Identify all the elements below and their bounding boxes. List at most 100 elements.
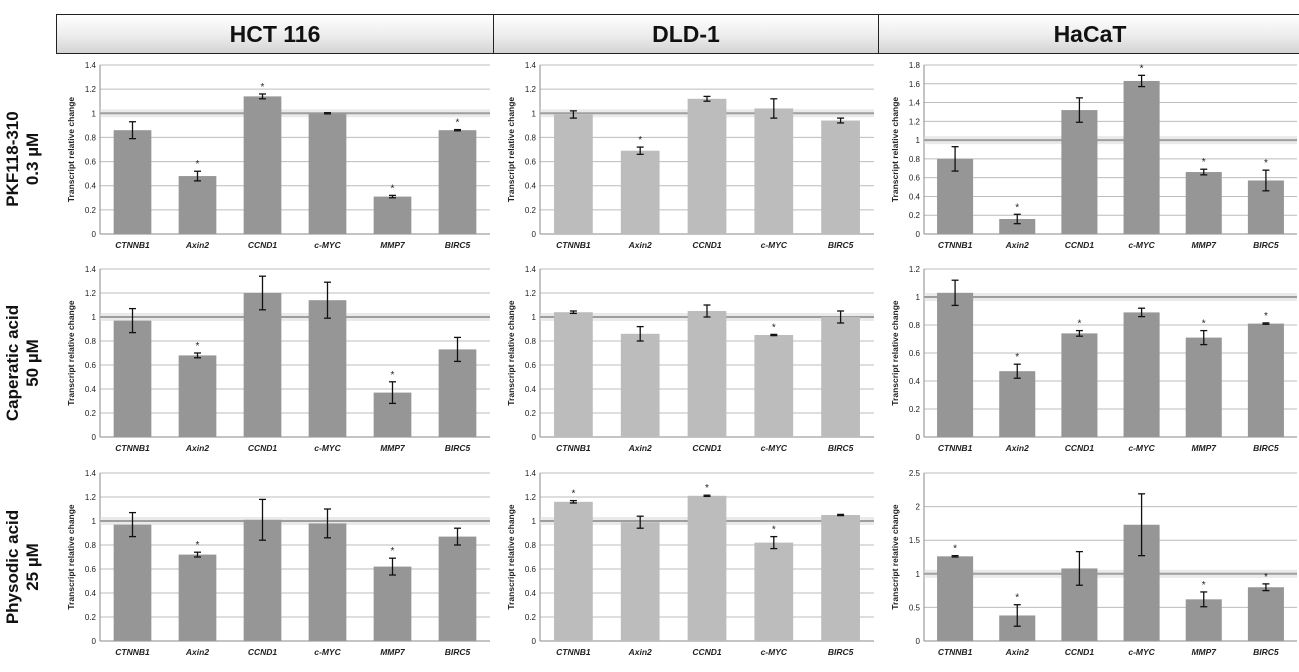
y-tick-label: 0.6 [85,565,97,574]
y-tick-label: 1.2 [525,289,537,298]
x-tick-label: CCND1 [692,647,722,657]
significance-marker: * [1264,158,1268,169]
bar-CCND1 [1061,333,1098,437]
x-tick-label: Axin2 [185,647,209,657]
y-tick-label: 0.6 [525,565,537,574]
chart-panel-5: Transcript relative change 0 0.2 0.4 0.6 0.8 1… [890,265,1297,453]
bar-BIRC5 [438,130,477,234]
y-tick-label: 0.4 [909,377,921,386]
x-tick-label: BIRC5 [445,240,471,250]
y-axis-label: Transcript relative change [66,97,76,203]
bar-c-MYC [754,335,794,437]
significance-marker: * [196,341,200,352]
significance-marker: * [1015,352,1019,363]
significance-marker: * [196,159,200,170]
bar-Axin2 [999,218,1036,234]
chart-panel-0: Transcript relative change 0 0.2 0.4 0.6 0.8 1… [66,61,490,250]
chart-panel-8: Transcript relative change 0 0.5 1 1.5 2 2.5 * C… [890,469,1297,657]
x-tick-label: CTNNB1 [556,443,591,453]
x-tick-label: BIRC5 [1253,443,1279,453]
y-tick-label: 1 [916,293,921,302]
y-tick-label: 1 [532,109,537,118]
y-tick-label: 1.2 [909,117,921,126]
bar-c-MYC [754,108,794,234]
y-tick-label: 0.4 [909,192,921,201]
y-tick-label: 1 [92,109,97,118]
y-tick-label: 0 [92,637,97,646]
y-tick-label: 0 [532,433,537,442]
x-tick-label: CCND1 [248,647,278,657]
significance-marker: * [1202,580,1206,591]
bar-CTNNB1 [113,320,152,437]
y-tick-label: 0.4 [525,182,537,191]
x-tick-label: c-MYC [314,443,341,453]
y-tick-label: 1.4 [85,61,97,70]
bar-CTNNB1 [113,524,152,641]
x-tick-label: BIRC5 [828,647,854,657]
y-tick-label: 0.2 [525,409,537,418]
bar-MMP7 [1185,337,1222,437]
x-tick-label: BIRC5 [828,240,854,250]
x-tick-label: CCND1 [248,240,278,250]
significance-marker: * [953,544,957,555]
significance-marker: * [705,483,709,494]
x-tick-label: CTNNB1 [556,647,591,657]
bar-BIRC5 [438,536,477,641]
x-tick-label: CCND1 [692,240,722,250]
y-tick-label: 1 [532,313,537,322]
bar-Axin2 [999,371,1036,437]
x-tick-label: Axin2 [185,443,209,453]
y-tick-label: 0 [916,230,921,239]
y-tick-label: 0.6 [909,174,921,183]
significance-marker: * [1264,311,1268,322]
x-tick-label: MMP7 [1191,647,1217,657]
chart-panel-3: Transcript relative change 0 0.2 0.4 0.6 0.8 1… [66,265,490,453]
bar-c-MYC [308,523,347,641]
y-tick-label: 1 [92,517,97,526]
y-tick-label: 0.8 [85,337,97,346]
bar-CTNNB1 [554,312,593,437]
y-tick-label: 0.2 [525,613,537,622]
significance-marker: * [571,489,575,500]
bar-Axin2 [620,333,660,437]
bar-MMP7 [373,196,412,234]
bar-c-MYC [754,542,794,641]
x-tick-label: c-MYC [314,240,341,250]
y-tick-label: 0 [916,433,921,442]
bar-MMP7 [373,566,412,641]
y-tick-label: 0.4 [525,589,537,598]
bar-c-MYC [308,300,347,437]
x-tick-label: CCND1 [1065,647,1095,657]
y-tick-label: 0.2 [85,206,97,215]
significance-marker: * [1015,202,1019,213]
x-tick-label: CCND1 [1065,443,1095,453]
x-tick-label: CTNNB1 [938,443,973,453]
y-tick-label: 0 [532,230,537,239]
significance-marker: * [1077,319,1081,330]
y-tick-label: 1 [916,570,921,579]
bar-CCND1 [243,96,282,234]
chart-panel-6: Transcript relative change 0 0.2 0.4 0.6 0.8 1… [66,469,490,657]
y-tick-label: 0.4 [85,182,97,191]
x-tick-label: c-MYC [1128,240,1155,250]
y-tick-label: 1.2 [525,493,537,502]
significance-marker: * [1202,319,1206,330]
significance-marker: * [1015,593,1019,604]
x-tick-label: Axin2 [1005,443,1029,453]
x-tick-label: c-MYC [761,443,788,453]
chart-panel-2: Transcript relative change 0 0.2 0.4 0.6 0.8 1… [890,61,1297,250]
bar-CTNNB1 [554,501,593,641]
chart-panel-7: Transcript relative change 0 0.2 0.4 0.6 0.8 1… [506,469,874,657]
x-tick-label: MMP7 [1191,443,1217,453]
y-tick-label: 0.8 [909,155,921,164]
bar-Axin2 [620,150,660,234]
y-tick-label: 2 [916,503,921,512]
bar-Axin2 [178,176,217,234]
y-axis-label: Transcript relative change [890,300,900,406]
significance-marker: * [391,370,395,381]
y-axis-label: Transcript relative change [66,504,76,610]
significance-marker: * [391,183,395,194]
y-axis-label: Transcript relative change [506,504,516,610]
